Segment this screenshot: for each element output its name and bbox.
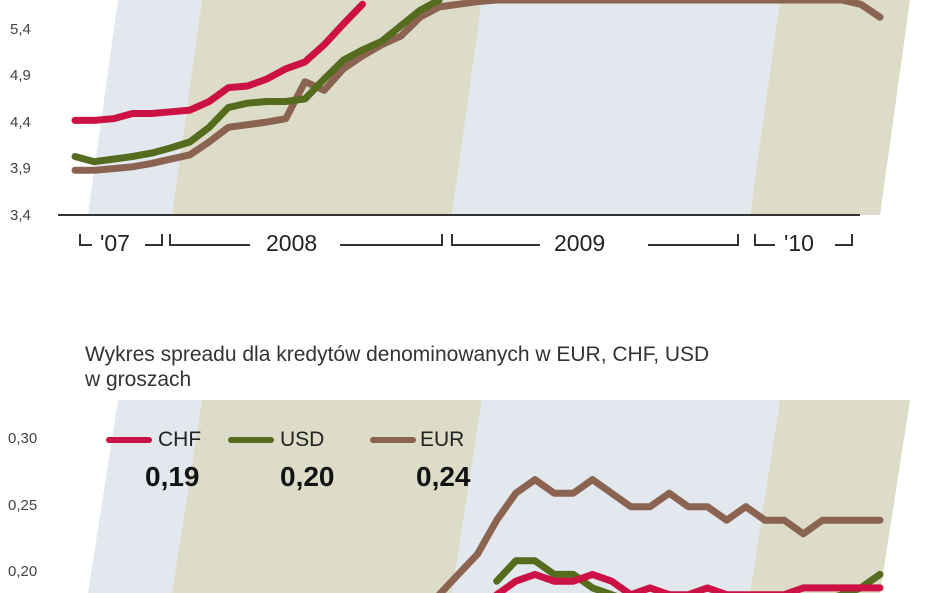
legend-label-usd: USD: [280, 428, 324, 451]
period-band: [750, 400, 910, 593]
legend-label-chf: CHF: [158, 428, 201, 451]
bottom-chart-title-line-1: Wykres spreadu dla kredytów denominowany…: [85, 343, 709, 366]
top-chart-series: [71, 0, 884, 174]
legend-swatch-eur: [370, 437, 416, 443]
period-label-2009: 2009: [554, 230, 605, 256]
bracket-2010: [754, 234, 853, 246]
legend-label-eur: EUR: [420, 428, 464, 451]
period-band: [88, 400, 202, 593]
series-line-chf: [493, 570, 884, 593]
period-label-2010: '10: [784, 230, 814, 256]
top-y-tick-label: 4,9: [10, 67, 31, 84]
bracket-2009: [451, 234, 739, 246]
bracket-2008: [169, 234, 443, 246]
legend-value-usd: 0,20: [280, 461, 335, 492]
period-band: [172, 0, 482, 215]
series-line-chf: [71, 0, 366, 124]
period-band: [750, 0, 910, 215]
top-chart-period-bands: [88, 0, 910, 215]
top-y-tick-label: 4,4: [10, 114, 31, 131]
period-band: [172, 400, 482, 593]
legend-value-eur: 0,24: [416, 461, 471, 492]
legend-swatch-chf: [106, 437, 152, 443]
series-line-usd: [493, 557, 884, 593]
top-y-tick-label: 3,9: [10, 160, 31, 177]
bracket-2007: [79, 234, 163, 246]
legend: CHF 0,19 USD 0,20 EUR 0,24: [106, 428, 471, 492]
period-label-2007: '07: [100, 230, 130, 256]
series-line-usd: [71, 0, 443, 166]
top-y-axis: 5,4 4,9 4,4 3,9 3,4: [10, 21, 31, 224]
bottom-chart-title-line-2: w groszach: [84, 368, 191, 391]
bottom-y-tick-label: 0,30: [8, 430, 37, 447]
bottom-chart-series: [435, 476, 884, 593]
series-line-eur: [71, 0, 884, 174]
period-label-2008: 2008: [266, 230, 317, 256]
period-band: [452, 0, 780, 215]
bottom-y-tick-label: 0,20: [8, 563, 37, 580]
bottom-y-tick-label: 0,25: [8, 497, 37, 514]
period-brackets: [79, 234, 853, 246]
top-y-tick-label: 3,4: [10, 207, 31, 224]
legend-value-chf: 0,19: [145, 461, 200, 492]
bottom-chart-period-bands: [88, 400, 910, 593]
series-line-eur: [435, 476, 884, 593]
legend-swatch-usd: [228, 437, 274, 443]
top-y-tick-label: 5,4: [10, 21, 31, 38]
